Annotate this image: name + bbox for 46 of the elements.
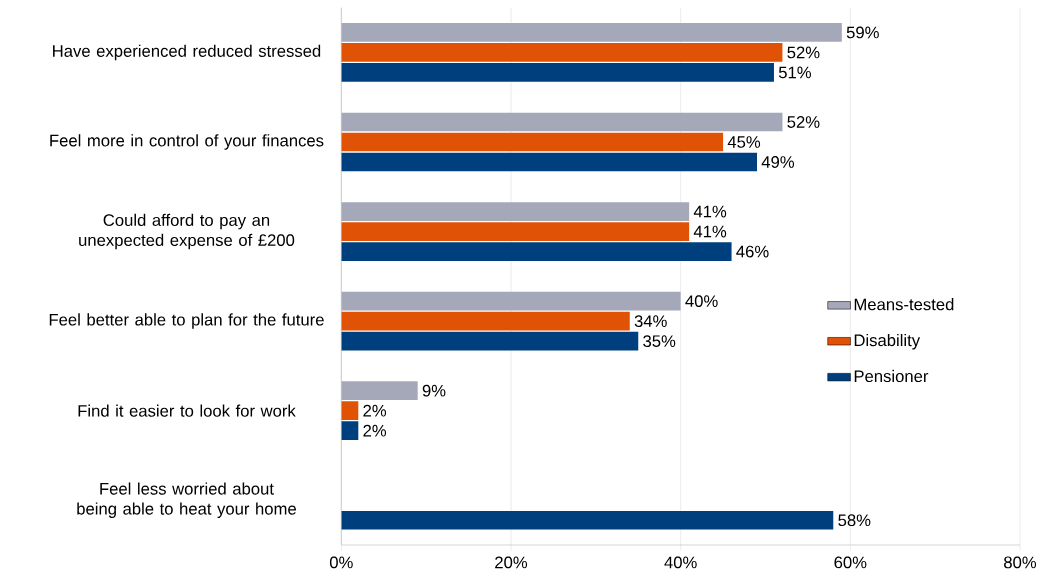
data-label: 45% (727, 136, 761, 148)
data-label: 35% (643, 335, 676, 348)
bar (341, 291, 681, 311)
data-label: 58% (838, 514, 871, 527)
legend-label: Means-tested (854, 298, 954, 311)
y-tick-label: Have experienced reduced stressed (53, 44, 321, 61)
bar (341, 331, 639, 351)
bar (341, 311, 630, 331)
data-label: 52% (787, 116, 820, 128)
legend-label: Pensioner (854, 369, 929, 383)
data-label: 2% (363, 424, 387, 437)
data-label: 52% (787, 46, 820, 59)
x-tick-label: 40% (664, 556, 697, 569)
x-tick-label: 0% (329, 556, 353, 569)
bar (341, 43, 783, 62)
bar (341, 222, 690, 241)
legend-label: Disability (854, 333, 921, 350)
bar (341, 242, 732, 261)
data-label: 9% (422, 384, 446, 397)
bar (341, 421, 359, 440)
y-tick-label: Feel less worried about being able to heat your home (77, 482, 296, 518)
x-tick-label: 20% (495, 556, 528, 569)
y-tick-label: Find it easier to look for work (78, 404, 296, 417)
x-tick-label: 60% (834, 556, 867, 569)
data-label: 41% (693, 225, 727, 238)
data-label: 2% (363, 404, 387, 417)
bar (341, 63, 774, 82)
y-tick-label: Feel better able to plan for the future (49, 313, 324, 329)
data-label: 40% (685, 295, 718, 308)
y-tick-label: Feel more in control of your finances (50, 134, 324, 150)
bar (341, 401, 359, 420)
data-label: 49% (761, 156, 795, 168)
bar (341, 510, 834, 530)
bar (341, 202, 690, 221)
y-tick-label: Could afford to pay an unexpected expense of £200 (79, 213, 295, 250)
bar (341, 152, 758, 172)
data-label: 34% (634, 315, 667, 328)
bar (341, 23, 842, 42)
bar (341, 381, 418, 400)
data-label: 51% (778, 66, 811, 79)
data-label: 46% (736, 245, 769, 258)
bar (341, 112, 783, 132)
data-label: 41% (693, 205, 727, 218)
bar (341, 132, 724, 152)
data-label: 59% (846, 26, 879, 39)
x-tick-label: 80% (1004, 556, 1037, 569)
